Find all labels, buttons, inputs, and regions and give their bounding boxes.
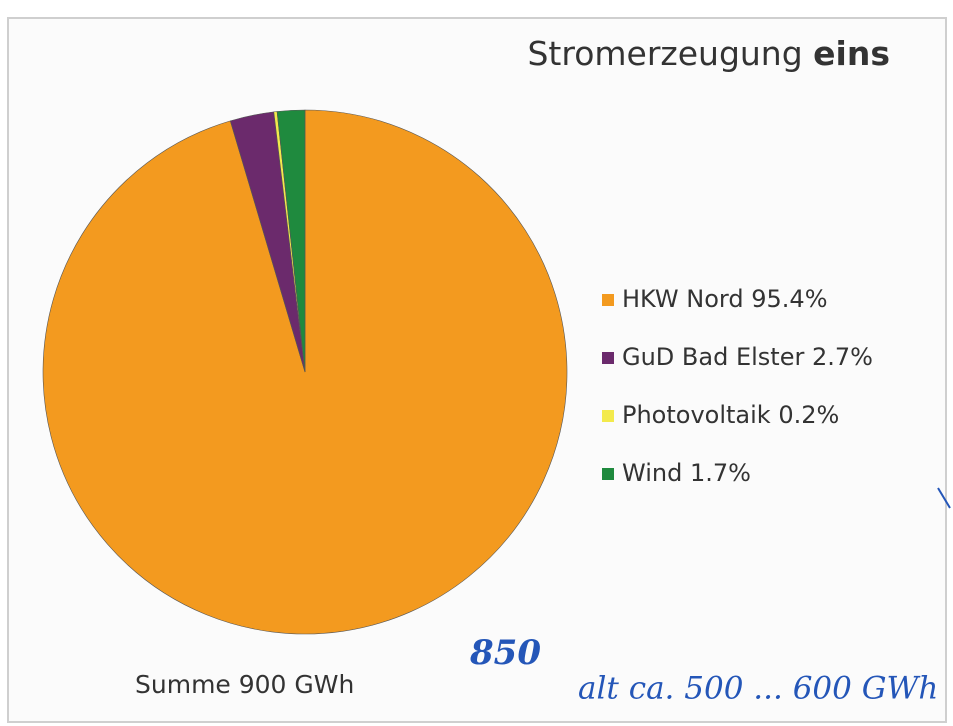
title-bold: eins <box>813 34 890 73</box>
legend-swatch <box>602 294 614 306</box>
legend-value: 0.2% <box>778 401 839 429</box>
pen-stroke <box>937 487 951 509</box>
handwritten-note: 850 <box>469 633 541 673</box>
legend-name: HKW Nord <box>622 285 744 313</box>
legend-name: Photovoltaik <box>622 401 771 429</box>
legend-value: 1.7% <box>690 459 751 487</box>
legend-name: GuD Bad Elster <box>622 343 804 371</box>
chart-title: Stromerzeugung eins <box>527 34 890 73</box>
handwritten-note: alt ca. 500 ... 600 GWh <box>578 671 938 707</box>
legend-swatch <box>602 468 614 480</box>
legend-value: 95.4% <box>751 285 827 313</box>
pie-slice <box>276 109 306 373</box>
legend-name: Wind <box>622 459 682 487</box>
sum-note: Summe 900 GWh <box>135 670 354 699</box>
legend-label: Wind 1.7% <box>622 459 751 487</box>
legend-label: HKW Nord 95.4% <box>622 285 828 313</box>
title-main: Stromerzeugung <box>527 34 802 73</box>
legend-swatch <box>602 410 614 422</box>
legend-value: 2.7% <box>812 343 873 371</box>
legend-label: GuD Bad Elster 2.7% <box>622 343 873 371</box>
legend-label: Photovoltaik 0.2% <box>622 401 839 429</box>
legend-swatch <box>602 352 614 364</box>
